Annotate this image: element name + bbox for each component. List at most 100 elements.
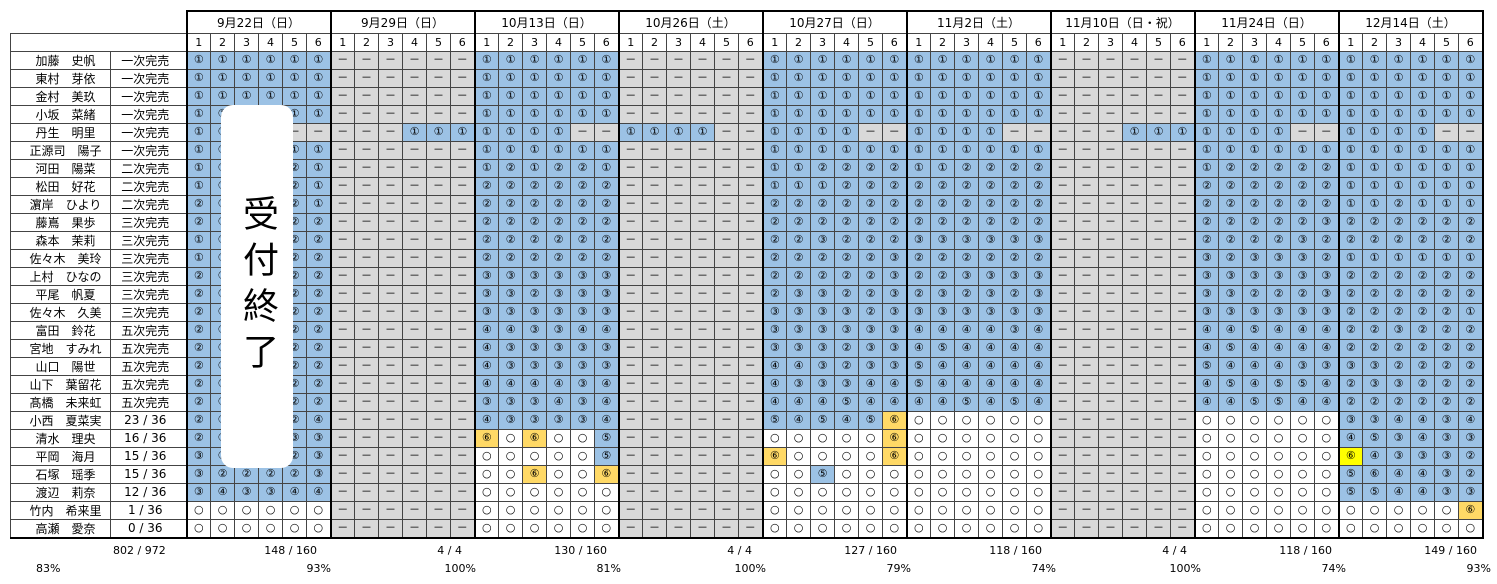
- ticket-slot-cell: ①: [1362, 122, 1387, 142]
- ticket-slot-cell: ③: [1218, 302, 1243, 322]
- ticket-slot-cell: －: [642, 320, 667, 340]
- ticket-slot-cell: ③: [498, 284, 523, 304]
- ticket-slot-cell: －: [617, 212, 643, 232]
- ticket-slot-cell: －: [1098, 86, 1123, 106]
- ticket-slot-cell: －: [426, 320, 451, 340]
- ticket-slot-cell: ○: [546, 518, 571, 539]
- ticket-slot-cell: ②: [185, 338, 211, 358]
- ticket-slot-cell: ①: [1242, 50, 1267, 70]
- ticket-slot-cell: ④: [1386, 482, 1411, 502]
- ticket-slot-cell: ②: [185, 194, 211, 214]
- ticket-slot-cell: －: [1122, 194, 1147, 214]
- ticket-slot-cell: －: [1146, 50, 1171, 70]
- ticket-slot-cell: ①: [1314, 86, 1340, 106]
- ticket-slot-cell: －: [426, 212, 451, 232]
- member-name: 高瀬 愛奈: [10, 518, 111, 539]
- ticket-slot-cell: ④: [1314, 392, 1340, 412]
- ticket-slot-cell: －: [329, 374, 355, 394]
- ticket-slot-cell: ①: [1266, 122, 1291, 142]
- ticket-slot-cell: －: [714, 248, 739, 268]
- ticket-slot-cell: ④: [282, 482, 307, 502]
- ticket-slot-cell: －: [642, 68, 667, 88]
- ticket-slot-cell: ②: [978, 212, 1003, 232]
- ticket-slot-cell: －: [426, 194, 451, 214]
- ticket-slot-cell: －: [426, 284, 451, 304]
- ticket-slot-cell: ②: [306, 374, 332, 394]
- ticket-slot-cell: ①: [761, 104, 787, 124]
- ticket-slot-cell: －: [1098, 428, 1123, 448]
- ticket-slot-cell: ①: [858, 68, 883, 88]
- ticket-slot-cell: －: [738, 500, 764, 520]
- ticket-slot-cell: ①: [905, 68, 931, 88]
- ticket-slot-cell: －: [354, 86, 379, 106]
- ticket-slot-cell: ②: [761, 248, 787, 268]
- ticket-slot-cell: ⑤: [1362, 428, 1387, 448]
- slot-number: 1: [1049, 33, 1075, 52]
- ticket-slot-cell: －: [690, 158, 715, 178]
- ticket-slot-cell: ①: [930, 68, 955, 88]
- ticket-slot-cell: －: [329, 212, 355, 232]
- ticket-slot-cell: ○: [954, 518, 979, 539]
- ticket-slot-cell: ○: [498, 500, 523, 520]
- ticket-slot-cell: －: [1049, 464, 1075, 484]
- ticket-slot-cell: －: [354, 50, 379, 70]
- ticket-slot-cell: ①: [786, 86, 811, 106]
- ticket-slot-cell: ②: [954, 248, 979, 268]
- ticket-slot-cell: ③: [930, 302, 955, 322]
- ticket-slot-cell: ②: [1458, 212, 1484, 232]
- ticket-slot-cell: ④: [761, 356, 787, 376]
- ticket-slot-cell: ○: [1026, 428, 1052, 448]
- ticket-slot-cell: ②: [1458, 338, 1484, 358]
- member-name: 清水 理央: [10, 428, 111, 448]
- ticket-slot-cell: ⑤: [1362, 482, 1387, 502]
- ticket-slot-cell: －: [642, 284, 667, 304]
- ticket-slot-cell: －: [1049, 518, 1075, 539]
- ticket-slot-cell: ③: [1266, 266, 1291, 286]
- ticket-slot-cell: －: [450, 320, 476, 340]
- slot-number: 5: [1290, 33, 1315, 52]
- ticket-slot-cell: ②: [858, 230, 883, 250]
- ticket-slot-cell: －: [714, 158, 739, 178]
- ticket-slot-cell: ④: [1026, 338, 1052, 358]
- ticket-slot-cell: ④: [810, 392, 835, 412]
- member-status: 二次完売: [110, 176, 187, 196]
- ticket-slot-cell: ③: [473, 284, 499, 304]
- ticket-slot-cell: －: [1049, 410, 1075, 430]
- ticket-slot-cell: －: [642, 410, 667, 430]
- ticket-slot-cell: －: [402, 194, 427, 214]
- ticket-slot-cell: ②: [834, 356, 859, 376]
- ticket-slot-cell: ○: [1266, 518, 1291, 539]
- ticket-slot-cell: ②: [1290, 194, 1315, 214]
- slot-number: 4: [546, 33, 571, 52]
- member-name: 小坂 菜緒: [10, 104, 111, 124]
- ticket-slot-cell: ○: [1386, 518, 1411, 539]
- ticket-slot-cell: －: [378, 68, 403, 88]
- ticket-slot-cell: ②: [185, 392, 211, 412]
- ticket-slot-cell: ②: [522, 230, 547, 250]
- ticket-slot-cell: ③: [1242, 248, 1267, 268]
- ticket-slot-cell: ②: [834, 158, 859, 178]
- ticket-slot-cell: ②: [1458, 446, 1484, 466]
- ticket-slot-cell: －: [426, 518, 451, 539]
- ticket-slot-cell: －: [714, 464, 739, 484]
- ticket-slot-cell: －: [617, 86, 643, 106]
- ticket-slot-cell: －: [378, 446, 403, 466]
- ticket-slot-cell: ③: [522, 320, 547, 340]
- ticket-slot-cell: ①: [810, 68, 835, 88]
- ticket-slot-cell: ②: [834, 284, 859, 304]
- slot-number: 3: [1098, 33, 1123, 52]
- ticket-slot-cell: ③: [1386, 320, 1411, 340]
- ticket-slot-cell: ①: [185, 68, 211, 88]
- ticket-slot-cell: －: [426, 68, 451, 88]
- ticket-slot-cell: ○: [210, 500, 235, 520]
- ticket-slot-cell: －: [690, 302, 715, 322]
- ticket-slot-cell: ○: [1434, 500, 1459, 520]
- ticket-slot-cell: －: [329, 356, 355, 376]
- ticket-slot-cell: －: [714, 50, 739, 70]
- ticket-slot-cell: －: [1122, 158, 1147, 178]
- ticket-slot-cell: －: [1049, 482, 1075, 502]
- ticket-slot-cell: －: [738, 230, 764, 250]
- ticket-slot-cell: －: [666, 50, 691, 70]
- ticket-slot-cell: ①: [1266, 104, 1291, 124]
- ticket-slot-cell: ○: [185, 500, 211, 520]
